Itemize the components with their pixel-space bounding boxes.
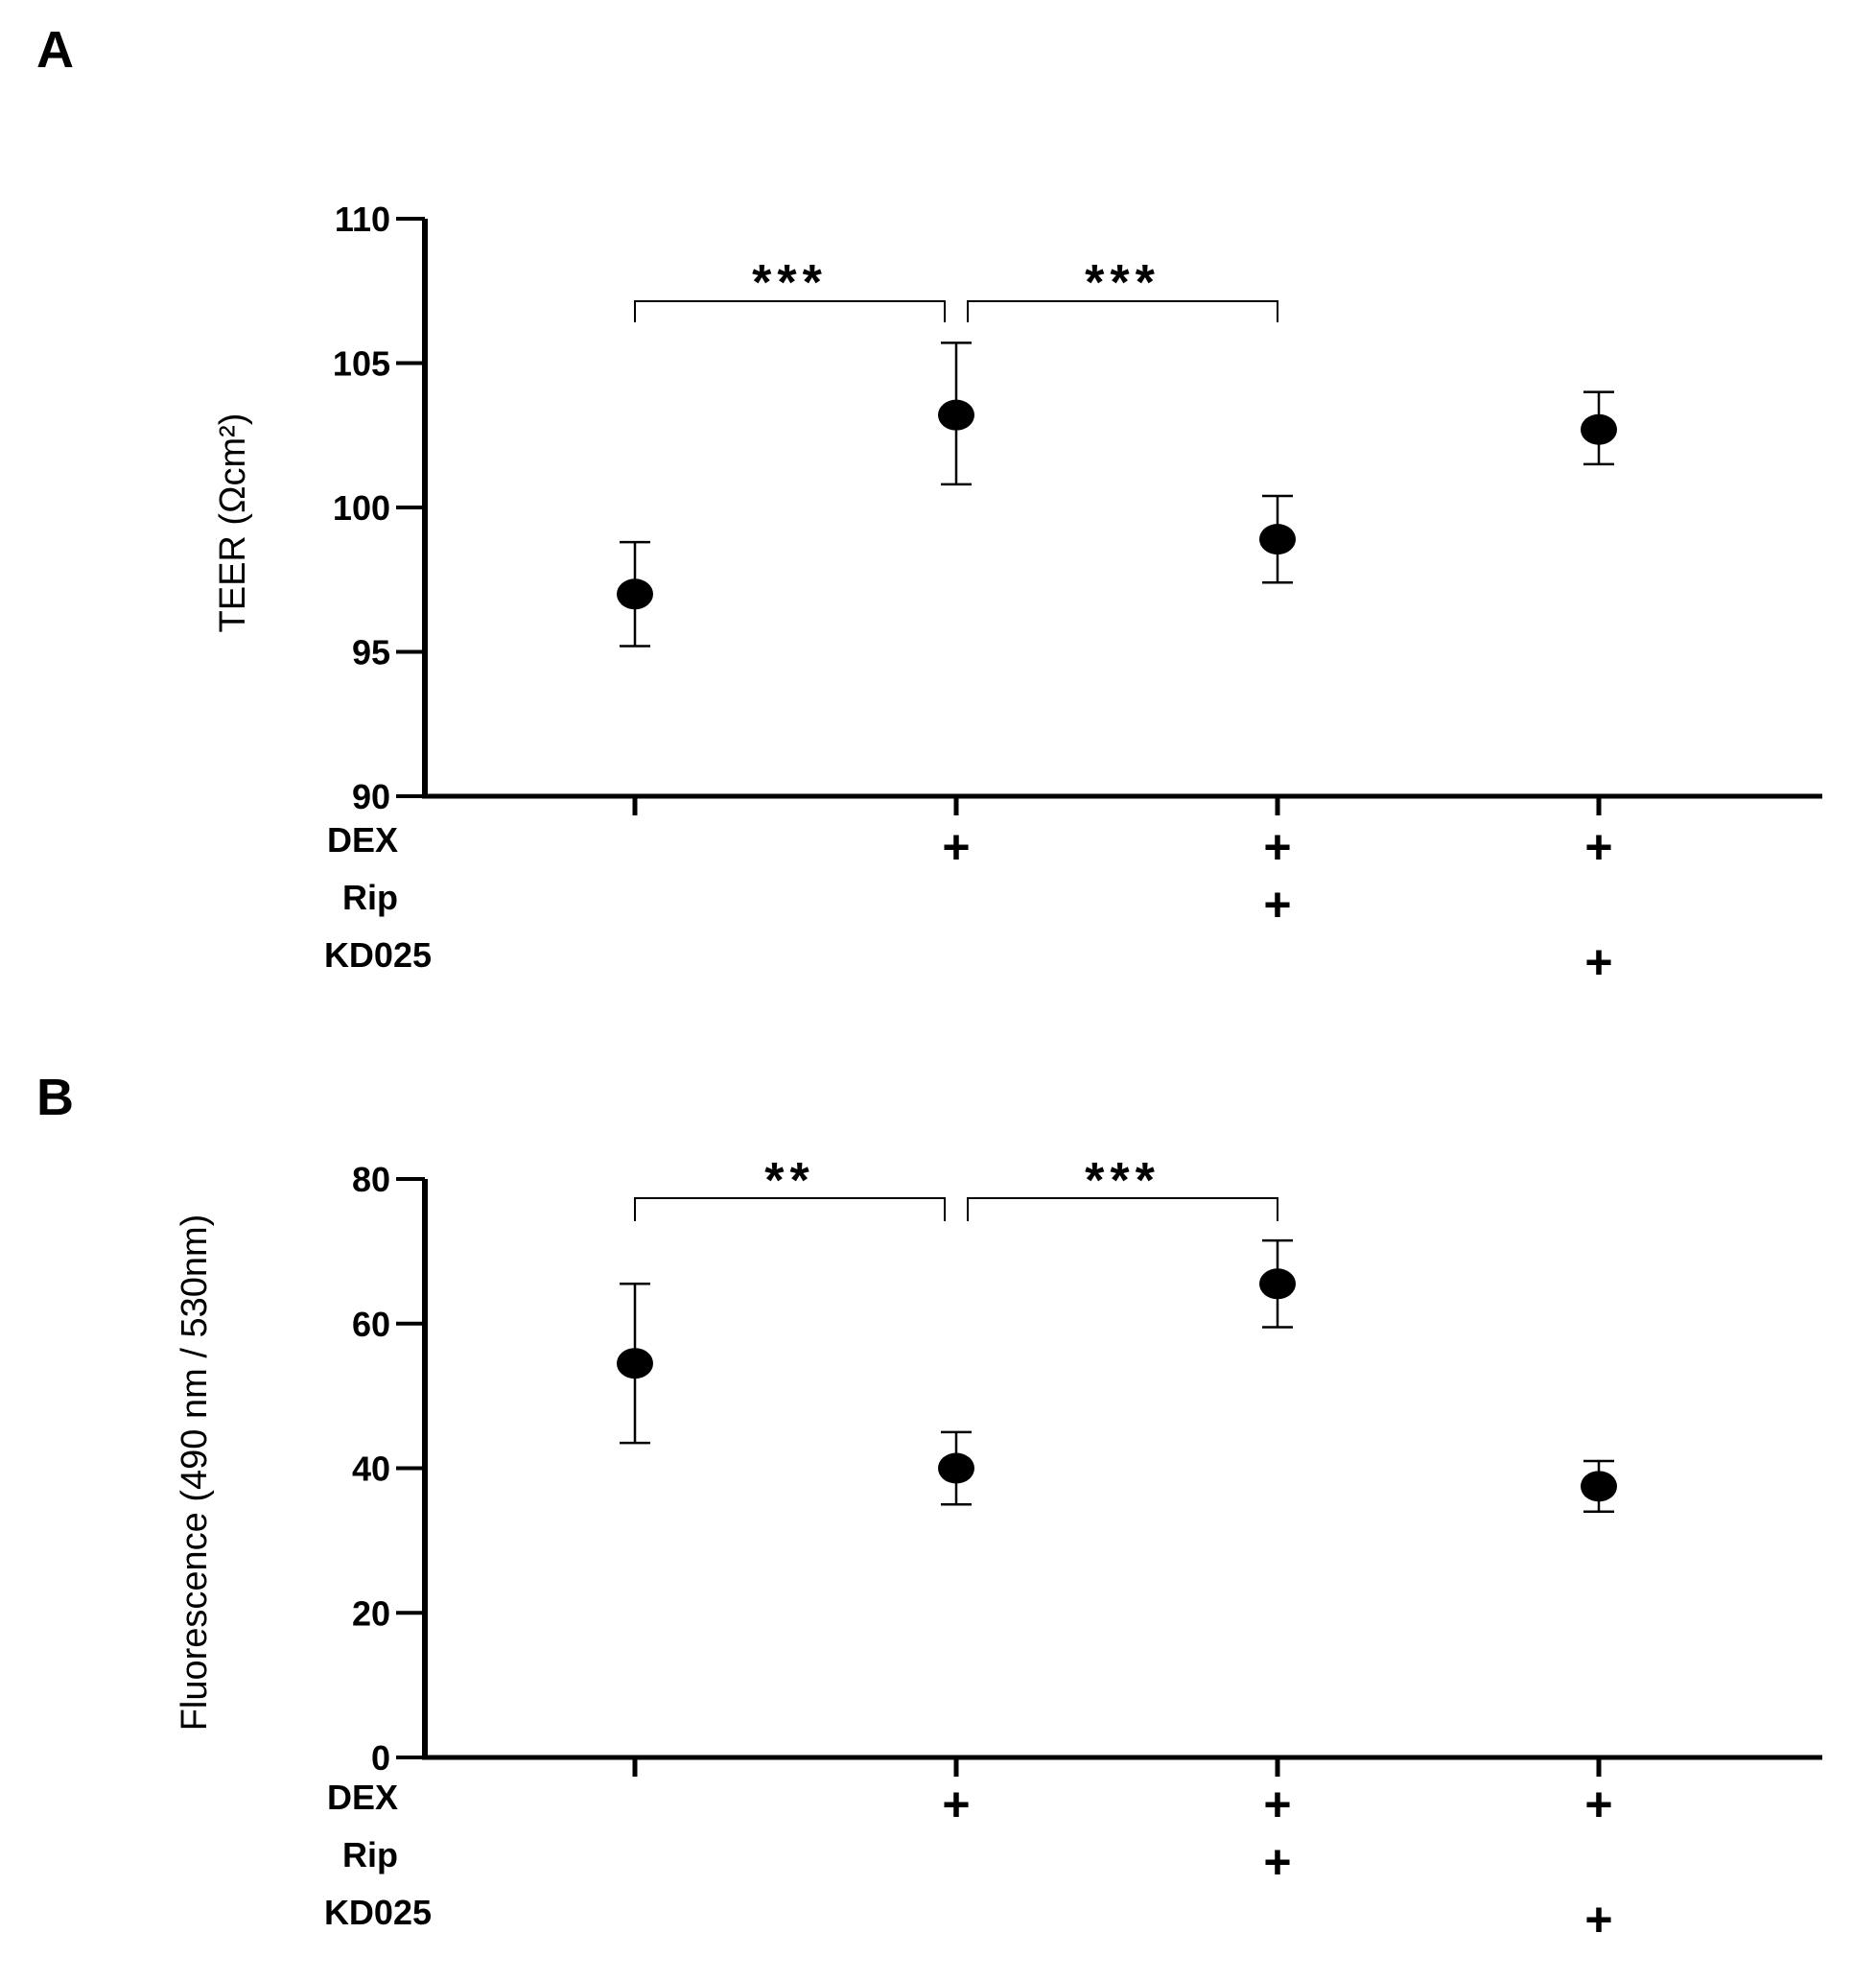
y-axis-title: TEER (Ωcm²) (213, 413, 253, 633)
treatment-plus: + (1584, 1778, 1612, 1831)
y-tick-label: 20 (352, 1593, 390, 1633)
bracket-line (967, 300, 1278, 322)
y-tick-label: 110 (335, 200, 390, 239)
bracket-line (634, 1197, 946, 1221)
treatment-plus: + (1584, 935, 1612, 989)
bracket-line (634, 300, 946, 322)
significance-bracket-2: *** (967, 255, 1278, 322)
treatment-plus: + (942, 1778, 970, 1831)
y-tick-label: 40 (352, 1450, 390, 1489)
data-point (1581, 1471, 1617, 1502)
data-point-group-2 (938, 1430, 974, 1506)
treatment-row-label: KD025 (324, 935, 432, 975)
significance-stars: ** (764, 1153, 814, 1209)
data-point-group-3 (1259, 1238, 1296, 1329)
data-point-group-1 (617, 540, 653, 648)
treatment-plus: + (1584, 820, 1612, 874)
significance-bracket-1: ** (634, 1153, 946, 1221)
data-point-group-4 (1581, 390, 1617, 466)
significance-stars: *** (752, 255, 828, 311)
y-tick-label: 60 (352, 1305, 390, 1344)
data-point (1259, 1268, 1296, 1300)
y-axis-title: Fluorescence (490 nm / 530nm) (175, 1214, 215, 1732)
data-point (938, 399, 974, 431)
treatment-plus: + (1263, 878, 1291, 931)
data-point-group-4 (1581, 1459, 1617, 1513)
y-tick-label: 95 (352, 633, 390, 672)
y-tick-label: 80 (352, 1160, 390, 1199)
significance-stars: *** (1085, 255, 1161, 311)
data-point-group-3 (1259, 494, 1296, 584)
significance-stars: *** (1085, 1153, 1161, 1209)
bracket-line (967, 1197, 1278, 1221)
treatment-row-label: DEX (327, 820, 398, 860)
treatment-row-label: Rip (342, 1835, 398, 1874)
treatment-row-label: Rip (342, 878, 398, 917)
panel-B: B 0 20 40 60 80 Fluorescence (490 nm / 530nm) D… (36, 1069, 1822, 1946)
treatment-plus: + (942, 820, 970, 874)
data-point (938, 1452, 974, 1484)
treatment-plus: + (1584, 1893, 1612, 1946)
data-point (1581, 413, 1617, 445)
y-tick-label: 90 (352, 777, 390, 816)
data-point-group-1 (617, 1283, 653, 1445)
panel-letter: B (36, 1069, 74, 1126)
data-point-group-2 (938, 342, 974, 486)
treatment-plus: + (1263, 1778, 1291, 1831)
treatment-plus: + (1263, 820, 1291, 874)
treatment-row-label: DEX (327, 1778, 398, 1817)
panel-letter: A (36, 21, 74, 79)
significance-bracket-2: *** (967, 1153, 1278, 1221)
data-point (1259, 524, 1296, 555)
data-point (617, 1348, 653, 1379)
y-tick-label: 0 (371, 1738, 390, 1778)
significance-bracket-1: *** (634, 255, 946, 322)
data-point (617, 578, 653, 610)
treatment-row-label: KD025 (324, 1893, 432, 1932)
treatment-plus: + (1263, 1835, 1291, 1889)
y-tick-label: 100 (333, 488, 390, 528)
y-tick-label: 105 (333, 344, 390, 384)
